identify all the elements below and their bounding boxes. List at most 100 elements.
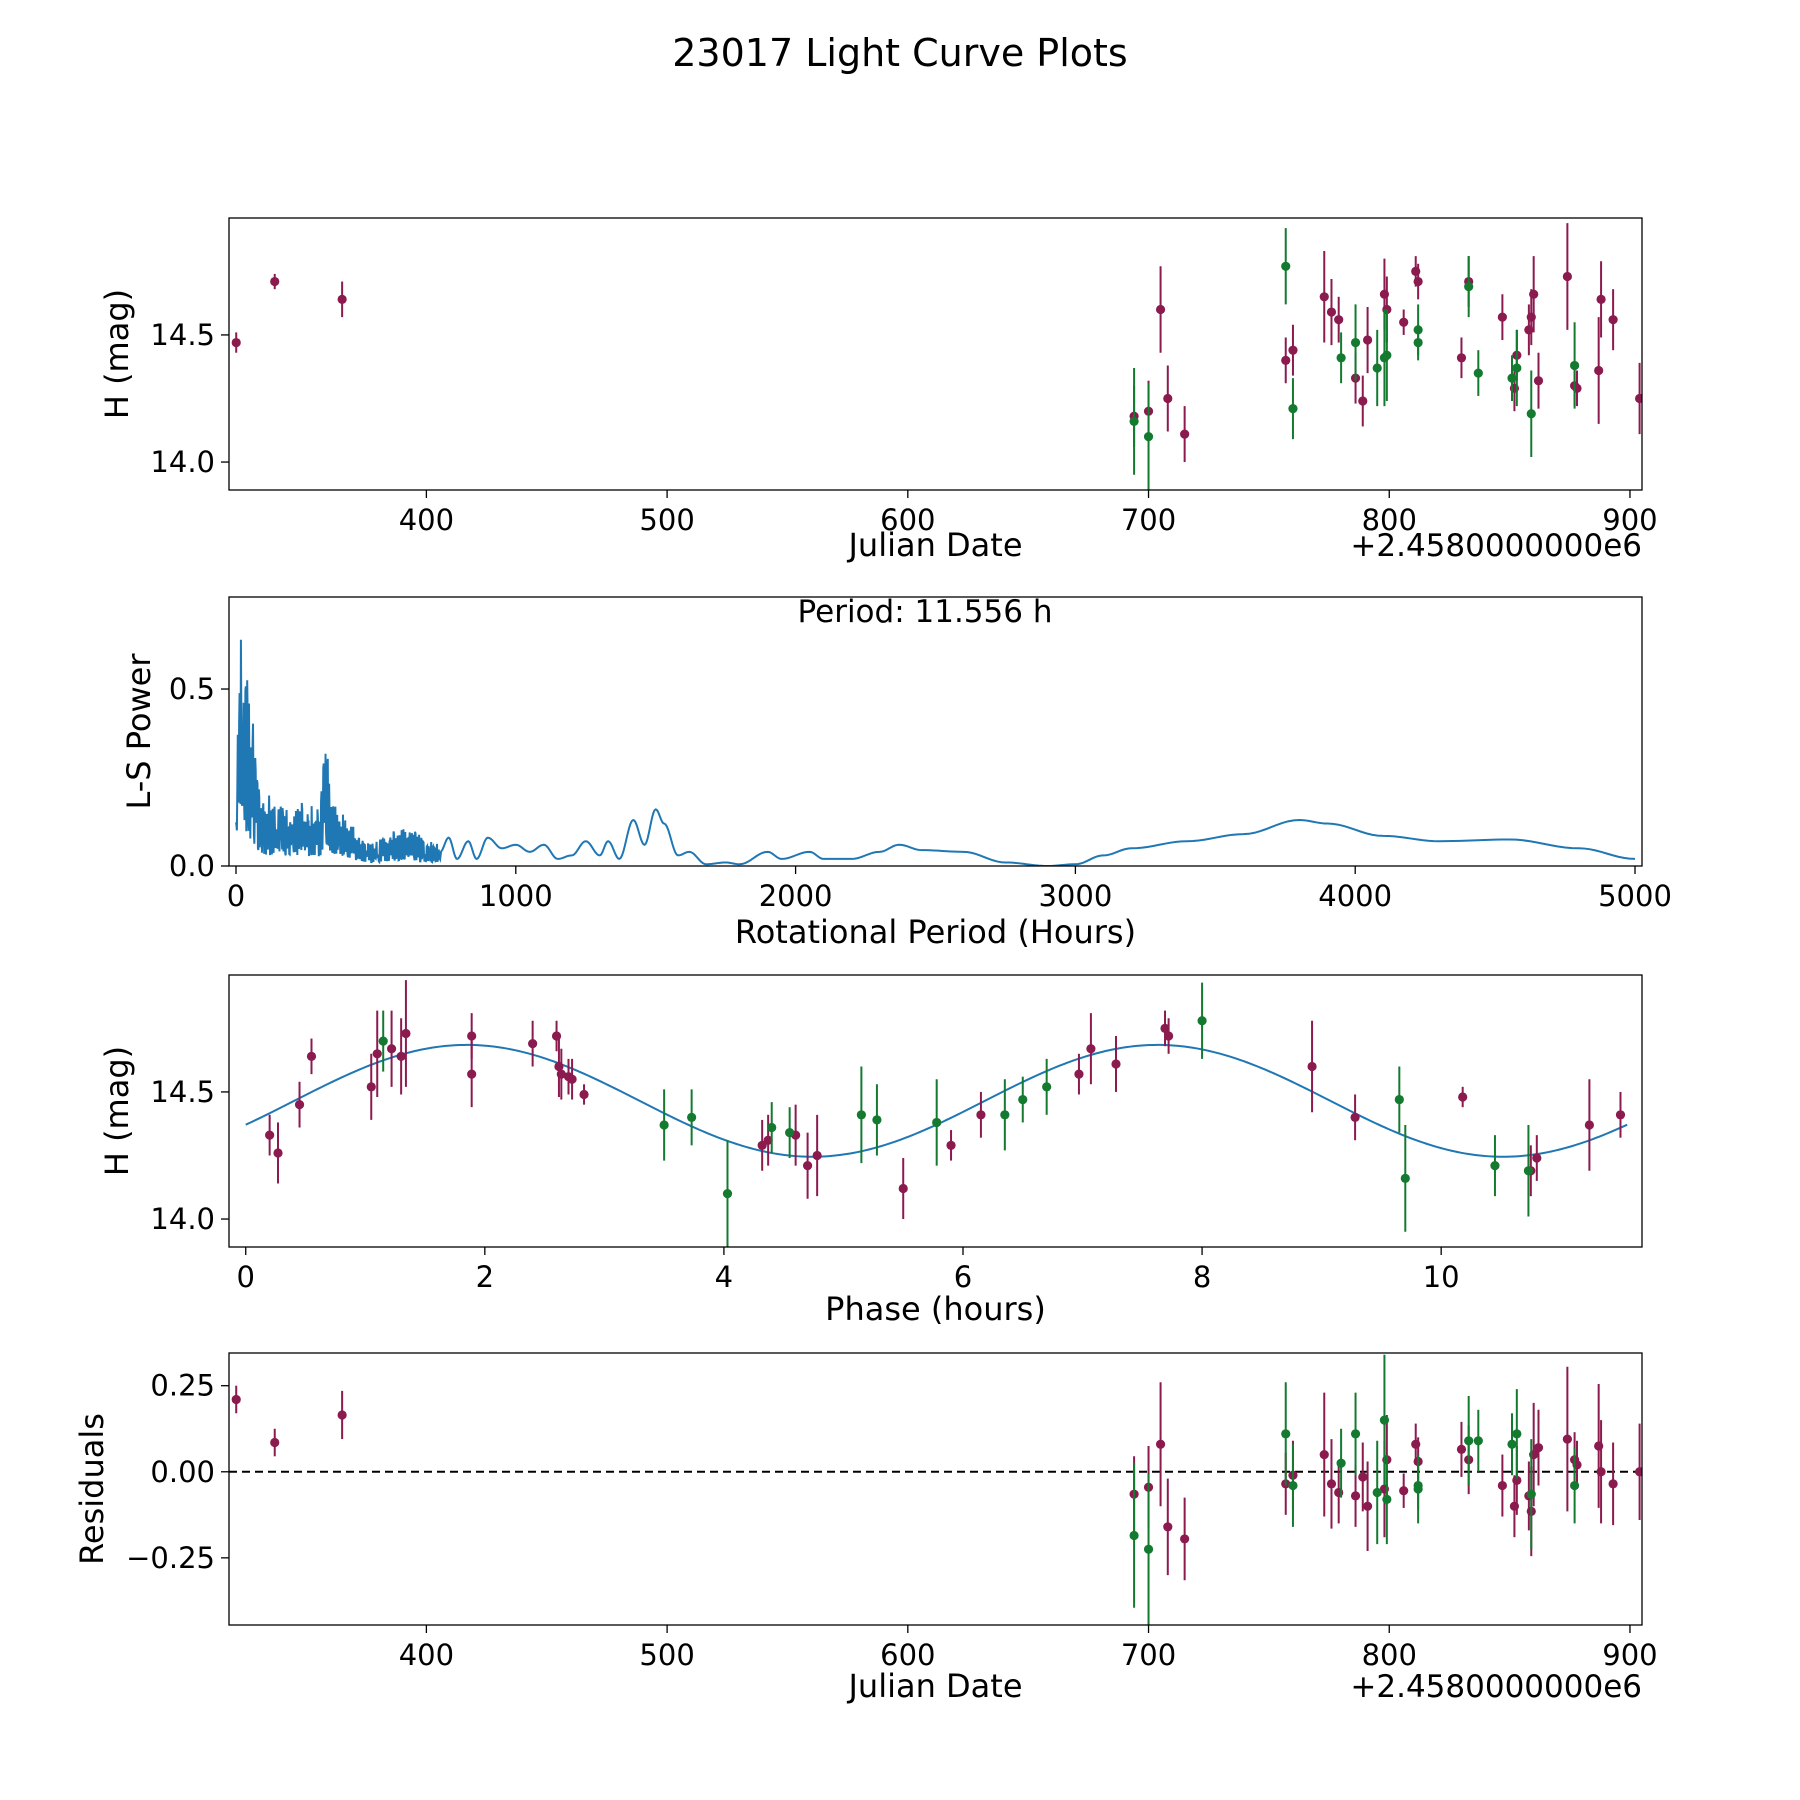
data-point-magenta xyxy=(1319,1449,1329,1460)
data-point-magenta xyxy=(467,1031,477,1041)
residuals-ticks: 400 500 600 700 800 900 0.25 0.00 −0.25 xyxy=(126,1369,1658,1672)
data-point-magenta xyxy=(294,1100,305,1110)
data-point-green xyxy=(1507,1439,1517,1449)
data-point-green xyxy=(1042,1082,1052,1092)
data-point-magenta xyxy=(567,1074,577,1084)
phased-xtick-label: 2 xyxy=(476,1260,494,1294)
data-point-green xyxy=(1490,1161,1500,1171)
data-point-magenta xyxy=(1529,289,1539,299)
data-point-magenta xyxy=(1533,376,1544,386)
data-point-green xyxy=(1394,1094,1404,1105)
data-point-green xyxy=(767,1122,777,1133)
data-point-green xyxy=(1382,1494,1392,1504)
data-point-magenta xyxy=(401,1028,411,1039)
data-point-magenta xyxy=(1155,304,1166,315)
data-point-magenta xyxy=(396,1051,406,1061)
data-point-green xyxy=(1336,353,1346,363)
data-point-green xyxy=(1197,1016,1207,1026)
residuals-ytick-label: −0.25 xyxy=(126,1541,215,1575)
periodogram-xlabel: Rotational Period (Hours) xyxy=(735,913,1136,951)
periodogram-xtick-label: 0 xyxy=(227,879,245,913)
lightcurve-xtick-label: 500 xyxy=(639,503,694,537)
period-annotation: Period: 11.556 h xyxy=(798,594,1053,630)
lightcurve-offset-text: +2.4580000000e6 xyxy=(1350,528,1642,564)
data-point-magenta xyxy=(579,1089,589,1100)
phased-xtick-label: 4 xyxy=(715,1260,733,1294)
data-point-magenta xyxy=(265,1130,275,1140)
data-point-green xyxy=(1288,404,1298,414)
data-point-green xyxy=(1569,360,1580,371)
data-point-magenta xyxy=(1111,1059,1121,1069)
data-point-green xyxy=(1512,1429,1522,1439)
data-point-green xyxy=(1382,350,1392,360)
data-point-magenta xyxy=(306,1051,317,1061)
data-point-green xyxy=(1143,432,1154,442)
lightcurve-xlabel: Julian Date xyxy=(846,526,1022,564)
data-point-green xyxy=(1413,337,1423,348)
data-point-magenta xyxy=(337,294,347,304)
data-point-magenta xyxy=(1399,1486,1409,1496)
data-point-green xyxy=(1413,1480,1423,1491)
data-point-magenta xyxy=(1281,355,1291,365)
periodogram-ticks: 0 1000 2000 3000 4000 5000 0.0 0.5 xyxy=(169,672,1672,913)
data-point-green xyxy=(1350,1429,1361,1439)
data-point-green xyxy=(1473,368,1483,378)
data-point-green xyxy=(1526,1489,1536,1499)
phased-xlabel: Phase (hours) xyxy=(825,1290,1046,1328)
data-point-magenta xyxy=(1456,1444,1467,1455)
data-point-magenta xyxy=(1512,1475,1522,1485)
data-point-magenta xyxy=(270,276,280,287)
data-point-magenta xyxy=(1399,317,1409,327)
phased-xtick-label: 8 xyxy=(1193,1260,1211,1294)
data-point-magenta xyxy=(372,1049,382,1059)
data-point-magenta xyxy=(273,1148,283,1158)
data-point-magenta xyxy=(976,1110,986,1120)
data-point-magenta xyxy=(757,1140,767,1150)
residuals-offset-text: +2.4580000000e6 xyxy=(1350,1669,1642,1705)
data-point-green xyxy=(1281,1429,1291,1439)
residuals-axes: 400 500 600 700 800 900 0.25 0.00 −0.25 Julian D… xyxy=(73,1352,1658,1705)
residuals-ytick-label: 0.25 xyxy=(150,1369,215,1403)
data-point-green xyxy=(1350,337,1361,348)
periodogram-ylabel: L-S Power xyxy=(120,653,158,810)
data-point-green xyxy=(1000,1110,1010,1120)
lightcurve-xtick-label: 900 xyxy=(1602,503,1657,537)
data-point-magenta xyxy=(1086,1044,1096,1054)
phased-ylabel: H (mag) xyxy=(98,1046,136,1176)
data-point-magenta xyxy=(231,1394,241,1405)
residuals-xtick-label: 600 xyxy=(880,1638,935,1672)
data-point-magenta xyxy=(1288,345,1298,355)
phased-ticks: 0 2 4 6 8 10 14.0 14.5 xyxy=(150,1075,1459,1294)
data-point-magenta xyxy=(386,1044,397,1054)
data-point-green xyxy=(1523,1166,1534,1176)
periodogram-xtick-label: 1000 xyxy=(479,879,553,913)
periodogram-xtick-label: 5000 xyxy=(1598,879,1672,913)
data-point-green xyxy=(856,1110,866,1120)
data-point-magenta xyxy=(1358,1472,1368,1482)
data-point-green xyxy=(378,1036,388,1046)
data-point-green xyxy=(1018,1094,1028,1105)
residuals-xtick-label: 500 xyxy=(639,1638,694,1672)
phased-xtick-label: 10 xyxy=(1423,1260,1460,1294)
data-point-green xyxy=(1372,363,1382,373)
figure-title: 23017 Light Curve Plots xyxy=(672,31,1127,75)
data-point-magenta xyxy=(556,1069,566,1079)
data-point-magenta xyxy=(1326,1479,1337,1489)
ls-power-line xyxy=(235,639,1636,866)
residuals-ytick-label: 0.00 xyxy=(150,1455,215,1489)
lightcurve-xtick-label: 400 xyxy=(399,503,454,537)
data-point-magenta xyxy=(1155,1439,1166,1449)
data-point-magenta xyxy=(1532,1153,1542,1163)
data-point-magenta xyxy=(528,1039,538,1049)
data-point-magenta xyxy=(1307,1061,1317,1072)
data-point-green xyxy=(1129,416,1139,426)
data-point-green xyxy=(932,1117,942,1128)
data-point-magenta xyxy=(467,1069,477,1079)
lightcurve-ticks: 400 500 600 700 800 900 14.0 14.5 xyxy=(150,318,1657,537)
data-point-green xyxy=(1129,1530,1139,1541)
data-point-magenta xyxy=(1326,307,1337,317)
periodogram-ytick-label: 0.0 xyxy=(169,849,215,883)
lightcurve-marks xyxy=(231,223,1642,490)
data-point-magenta xyxy=(1074,1069,1084,1079)
data-point-green xyxy=(1473,1436,1483,1446)
